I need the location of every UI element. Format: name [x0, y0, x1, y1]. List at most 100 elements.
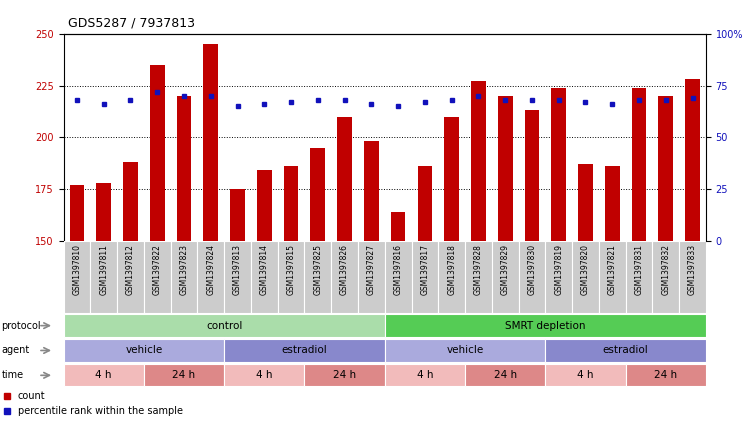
Text: GDS5287 / 7937813: GDS5287 / 7937813: [68, 16, 195, 30]
FancyBboxPatch shape: [278, 241, 304, 313]
Bar: [364, 141, 379, 241]
Text: GSM1397824: GSM1397824: [207, 244, 216, 295]
Text: vehicle: vehicle: [446, 346, 484, 355]
FancyBboxPatch shape: [545, 364, 626, 387]
FancyBboxPatch shape: [599, 241, 626, 313]
Bar: [551, 88, 566, 241]
Bar: [230, 189, 245, 241]
FancyBboxPatch shape: [224, 339, 385, 362]
Text: SMRT depletion: SMRT depletion: [505, 321, 586, 331]
Text: GSM1397828: GSM1397828: [474, 244, 483, 294]
FancyBboxPatch shape: [653, 241, 679, 313]
FancyBboxPatch shape: [492, 241, 519, 313]
Bar: [257, 170, 272, 241]
Bar: [498, 96, 512, 241]
FancyBboxPatch shape: [465, 241, 492, 313]
Text: control: control: [206, 321, 243, 331]
Text: vehicle: vehicle: [125, 346, 162, 355]
Bar: [659, 96, 673, 241]
Text: GSM1397818: GSM1397818: [447, 244, 456, 294]
FancyBboxPatch shape: [412, 241, 439, 313]
FancyBboxPatch shape: [304, 364, 385, 387]
Bar: [685, 80, 700, 241]
Text: 4 h: 4 h: [417, 370, 433, 380]
Text: GSM1397814: GSM1397814: [260, 244, 269, 295]
Text: 24 h: 24 h: [654, 370, 677, 380]
Bar: [150, 65, 164, 241]
Text: GSM1397815: GSM1397815: [287, 244, 296, 295]
FancyBboxPatch shape: [331, 241, 358, 313]
FancyBboxPatch shape: [117, 241, 144, 313]
Text: percentile rank within the sample: percentile rank within the sample: [18, 406, 182, 416]
FancyBboxPatch shape: [626, 364, 706, 387]
Bar: [578, 164, 593, 241]
FancyBboxPatch shape: [224, 241, 251, 313]
FancyBboxPatch shape: [198, 241, 224, 313]
FancyBboxPatch shape: [64, 364, 144, 387]
FancyBboxPatch shape: [545, 241, 572, 313]
Text: GSM1397812: GSM1397812: [126, 244, 135, 294]
FancyBboxPatch shape: [385, 241, 412, 313]
FancyBboxPatch shape: [465, 364, 545, 387]
Bar: [70, 185, 84, 241]
FancyBboxPatch shape: [304, 241, 331, 313]
Text: time: time: [2, 370, 23, 380]
FancyBboxPatch shape: [144, 364, 224, 387]
FancyBboxPatch shape: [90, 241, 117, 313]
FancyBboxPatch shape: [170, 241, 198, 313]
Bar: [445, 117, 459, 241]
FancyBboxPatch shape: [626, 241, 653, 313]
Text: GSM1397832: GSM1397832: [662, 244, 671, 295]
Text: GSM1397810: GSM1397810: [72, 244, 81, 295]
Text: GSM1397831: GSM1397831: [635, 244, 644, 295]
Text: 4 h: 4 h: [256, 370, 273, 380]
FancyBboxPatch shape: [439, 241, 465, 313]
FancyBboxPatch shape: [679, 241, 706, 313]
FancyBboxPatch shape: [572, 241, 599, 313]
Bar: [471, 82, 486, 241]
Text: GSM1397829: GSM1397829: [501, 244, 510, 295]
FancyBboxPatch shape: [545, 339, 706, 362]
FancyBboxPatch shape: [385, 339, 545, 362]
Text: GSM1397825: GSM1397825: [313, 244, 322, 295]
Text: GSM1397827: GSM1397827: [366, 244, 376, 295]
Text: count: count: [18, 391, 45, 401]
Bar: [284, 166, 298, 241]
FancyBboxPatch shape: [385, 364, 465, 387]
FancyBboxPatch shape: [358, 241, 385, 313]
Text: GSM1397819: GSM1397819: [554, 244, 563, 295]
Text: GSM1397830: GSM1397830: [527, 244, 536, 295]
Text: 24 h: 24 h: [333, 370, 356, 380]
FancyBboxPatch shape: [251, 241, 278, 313]
Text: 4 h: 4 h: [95, 370, 112, 380]
Text: GSM1397833: GSM1397833: [688, 244, 697, 295]
Bar: [632, 88, 647, 241]
Text: 4 h: 4 h: [578, 370, 594, 380]
FancyBboxPatch shape: [385, 314, 706, 337]
FancyBboxPatch shape: [64, 339, 224, 362]
Text: 24 h: 24 h: [173, 370, 195, 380]
FancyBboxPatch shape: [64, 241, 90, 313]
FancyBboxPatch shape: [224, 364, 304, 387]
Text: estradiol: estradiol: [603, 346, 649, 355]
Bar: [418, 166, 433, 241]
Bar: [605, 166, 620, 241]
Bar: [96, 183, 111, 241]
Text: GSM1397820: GSM1397820: [581, 244, 590, 295]
Text: GSM1397823: GSM1397823: [179, 244, 189, 295]
Text: GSM1397826: GSM1397826: [340, 244, 349, 295]
Bar: [525, 110, 539, 241]
Text: GSM1397813: GSM1397813: [233, 244, 242, 295]
Text: GSM1397821: GSM1397821: [608, 244, 617, 294]
Bar: [337, 117, 352, 241]
Bar: [391, 212, 406, 241]
Text: 24 h: 24 h: [493, 370, 517, 380]
Text: estradiol: estradiol: [282, 346, 327, 355]
Text: protocol: protocol: [2, 321, 41, 331]
Text: GSM1397811: GSM1397811: [99, 244, 108, 294]
Bar: [310, 148, 325, 241]
FancyBboxPatch shape: [144, 241, 170, 313]
Text: GSM1397816: GSM1397816: [394, 244, 403, 295]
Bar: [204, 44, 218, 241]
Text: agent: agent: [2, 346, 29, 355]
